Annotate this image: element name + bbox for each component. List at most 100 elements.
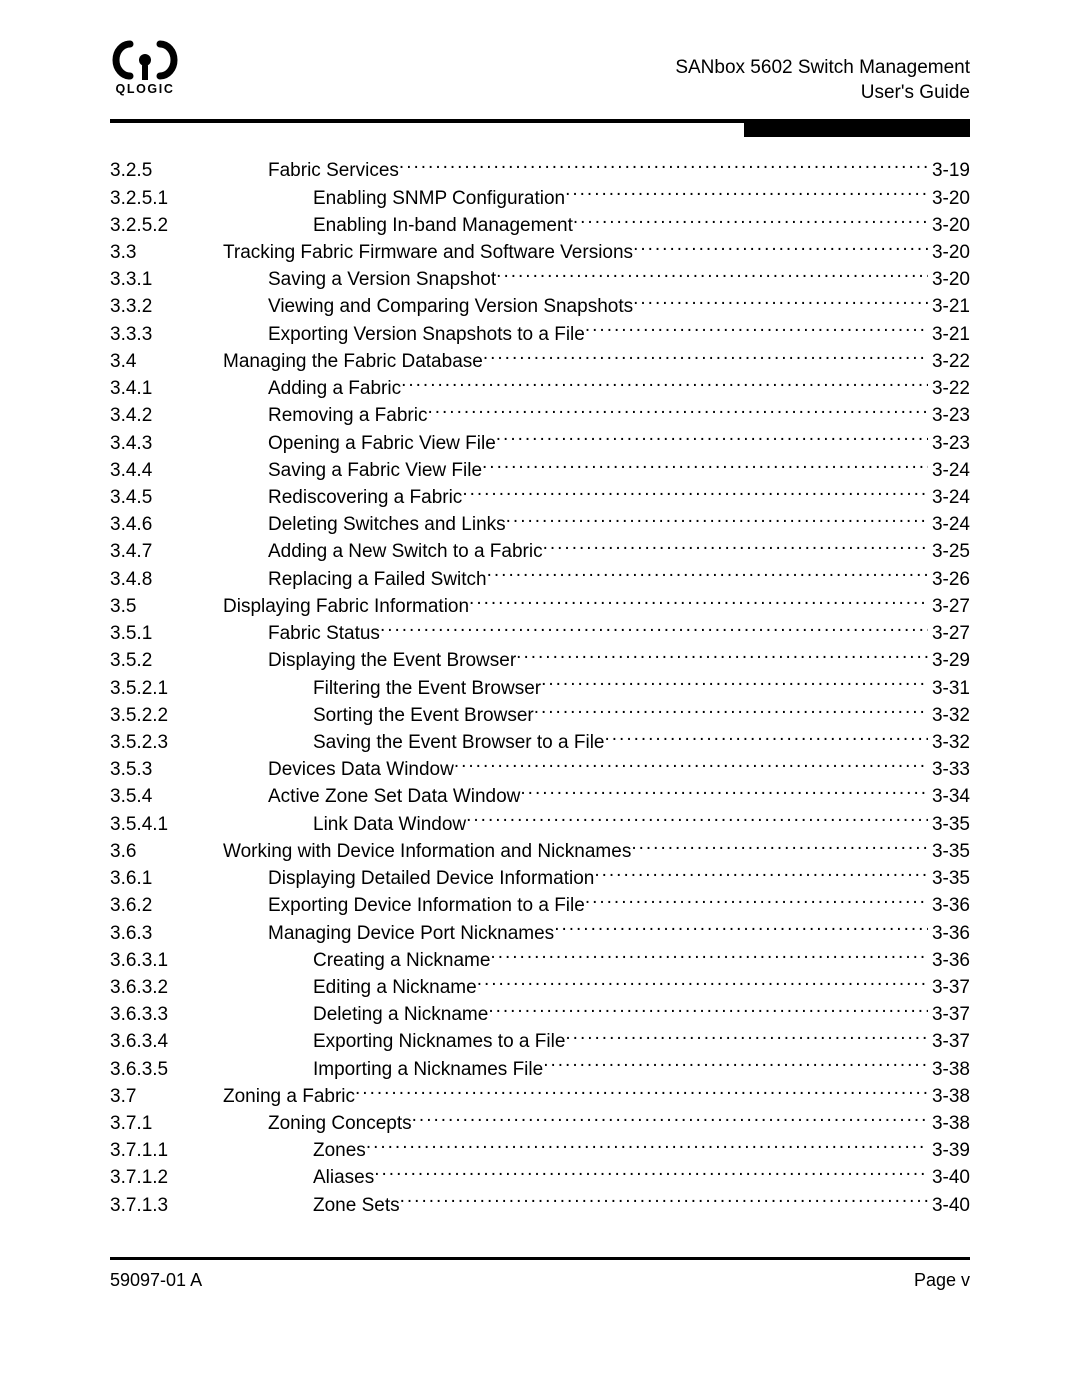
toc-entry-page: 3-37 xyxy=(928,1002,970,1028)
header-rule xyxy=(110,119,970,123)
toc-leader-dots xyxy=(380,620,928,639)
toc-entry: 3.6.3.2Editing a Nickname 3-37 xyxy=(110,974,970,1001)
toc-entry-number: 3.2.5.1 xyxy=(110,186,223,212)
toc-entry-title: Devices Data Window xyxy=(268,757,454,783)
toc-entry: 3.5.2.2Sorting the Event Browser 3-32 xyxy=(110,702,970,729)
toc-entry-page: 3-20 xyxy=(928,240,970,266)
toc-entry: 3.7.1.2Aliases 3-40 xyxy=(110,1164,970,1191)
toc-entry-page: 3-35 xyxy=(928,812,970,838)
toc-entry-page: 3-34 xyxy=(928,784,970,810)
header-title-line1: SANbox 5602 Switch Management xyxy=(675,56,970,81)
toc-entry-title: Fabric Services xyxy=(268,158,399,184)
toc-entry: 3.3.1 Saving a Version Snapshot 3-20 xyxy=(110,266,970,293)
toc-entry-page: 3-40 xyxy=(928,1193,970,1219)
toc-entry-page: 3-21 xyxy=(928,294,970,320)
toc-entry-title: Active Zone Set Data Window xyxy=(268,784,520,810)
toc-entry-page: 3-38 xyxy=(928,1111,970,1137)
toc-entry-number: 3.6.3.1 xyxy=(110,948,223,974)
toc-entry-title: Zoning a Fabric xyxy=(223,1084,355,1110)
toc-leader-dots xyxy=(454,756,928,775)
toc-entry-page: 3-31 xyxy=(928,676,970,702)
toc-entry-title: Viewing and Comparing Version Snapshots xyxy=(268,294,633,320)
toc-entry-title: Zone Sets xyxy=(313,1193,400,1219)
toc-leader-dots xyxy=(496,430,928,449)
toc-entry-number: 3.7.1.3 xyxy=(110,1193,223,1219)
toc-entry-page: 3-36 xyxy=(928,948,970,974)
toc-entry-number: 3.3.2 xyxy=(110,294,223,320)
toc-entry: 3.2.5.2Enabling In-band Management 3-20 xyxy=(110,212,970,239)
toc-entry-page: 3-25 xyxy=(928,539,970,565)
toc-leader-dots xyxy=(462,484,928,503)
toc-entry-number: 3.5 xyxy=(110,594,223,620)
toc-leader-dots xyxy=(534,702,928,721)
toc-leader-dots xyxy=(541,675,928,694)
toc-entry-number: 3.4.8 xyxy=(110,567,223,593)
toc-entry-title: Displaying the Event Browser xyxy=(268,648,516,674)
toc-entry: 3.5.2Displaying the Event Browser 3-29 xyxy=(110,647,970,674)
toc-entry-title: Deleting a Nickname xyxy=(313,1002,488,1028)
toc-leader-dots xyxy=(483,348,928,367)
toc-leader-dots xyxy=(487,566,928,585)
toc-entry-title: Saving a Version Snapshot xyxy=(268,267,496,293)
toc-entry-number: 3.7.1.1 xyxy=(110,1138,223,1164)
toc-entry: 3.4.3Opening a Fabric View File 3-23 xyxy=(110,430,970,457)
header-tab-block xyxy=(744,123,970,137)
toc-entry-number: 3.6.2 xyxy=(110,893,223,919)
toc-entry-title: Creating a Nickname xyxy=(313,948,490,974)
toc-entry-number: 3.3 xyxy=(110,240,223,266)
toc-entry: 3.5.2.1Filtering the Event Browser 3-31 xyxy=(110,675,970,702)
brand-logo: QLOGIC xyxy=(110,40,180,96)
toc-entry-number: 3.4.6 xyxy=(110,512,223,538)
header-title-block: SANbox 5602 Switch Management User's Gui… xyxy=(675,56,970,105)
toc-entry: 3.2.5.1Enabling SNMP Configuration 3-20 xyxy=(110,185,970,212)
toc-entry-page: 3-35 xyxy=(928,839,970,865)
toc-entry-number: 3.7.1.2 xyxy=(110,1165,223,1191)
toc-entry-number: 3.6.3.4 xyxy=(110,1029,223,1055)
toc-entry-number: 3.4.4 xyxy=(110,458,223,484)
toc-entry-number: 3.4 xyxy=(110,349,223,375)
toc-entry-title: Rediscovering a Fabric xyxy=(268,485,462,511)
toc-entry-title: Sorting the Event Browser xyxy=(313,703,534,729)
toc-entry-title: Exporting Version Snapshots to a File xyxy=(268,322,585,348)
toc-entry-page: 3-29 xyxy=(928,648,970,674)
toc-leader-dots xyxy=(594,865,928,884)
toc-entry-title: Opening a Fabric View File xyxy=(268,431,496,457)
footer-rule xyxy=(110,1257,970,1260)
toc-entry: 3.6.2Exporting Device Information to a F… xyxy=(110,892,970,919)
toc-entry-number: 3.4.1 xyxy=(110,376,223,402)
toc-entry: 3.4.4Saving a Fabric View File 3-24 xyxy=(110,457,970,484)
toc-entry-page: 3-23 xyxy=(928,431,970,457)
toc-entry-title: Displaying Fabric Information xyxy=(223,594,469,620)
toc-entry-page: 3-37 xyxy=(928,975,970,1001)
toc-entry-title: Removing a Fabric xyxy=(268,403,427,429)
toc-entry-number: 3.5.2.2 xyxy=(110,703,223,729)
toc-entry: 3.4.2Removing a Fabric 3-23 xyxy=(110,402,970,429)
toc-leader-dots xyxy=(482,457,928,476)
toc-entry-number: 3.4.7 xyxy=(110,539,223,565)
toc-entry-number: 3.3.1 xyxy=(110,267,223,293)
toc-entry-title: Exporting Nicknames to a File xyxy=(313,1029,565,1055)
toc-leader-dots xyxy=(543,538,928,557)
toc-leader-dots xyxy=(355,1083,928,1102)
toc-entry-page: 3-36 xyxy=(928,921,970,947)
toc-entry-title: Enabling SNMP Configuration xyxy=(313,186,565,212)
toc-entry: 3.5.3Devices Data Window 3-33 xyxy=(110,756,970,783)
toc-entry-number: 3.2.5.2 xyxy=(110,213,223,239)
toc-entry-title: Deleting Switches and Links xyxy=(268,512,506,538)
toc-entry-number: 3.5.2.3 xyxy=(110,730,223,756)
toc-entry-title: Aliases xyxy=(313,1165,374,1191)
toc-entry-title: Replacing a Failed Switch xyxy=(268,567,487,593)
toc-entry: 3.7.1Zoning Concepts 3-38 xyxy=(110,1110,970,1137)
toc-entry: 3.6.1Displaying Detailed Device Informat… xyxy=(110,865,970,892)
toc-entry-number: 3.2.5 xyxy=(110,158,223,184)
toc-entry-page: 3-20 xyxy=(928,267,970,293)
toc-entry-number: 3.6.3 xyxy=(110,921,223,947)
page-footer: 59097-01 A Page v xyxy=(110,1270,970,1291)
toc-leader-dots xyxy=(565,185,928,204)
toc-entry-number: 3.7.1 xyxy=(110,1111,223,1137)
toc-entry-title: Zones xyxy=(313,1138,366,1164)
toc-entry: 3.5.2.3Saving the Event Browser to a Fil… xyxy=(110,729,970,756)
toc-entry: 3.5.1Fabric Status 3-27 xyxy=(110,620,970,647)
toc-entry-page: 3-19 xyxy=(928,158,970,184)
toc-leader-dots xyxy=(490,947,928,966)
